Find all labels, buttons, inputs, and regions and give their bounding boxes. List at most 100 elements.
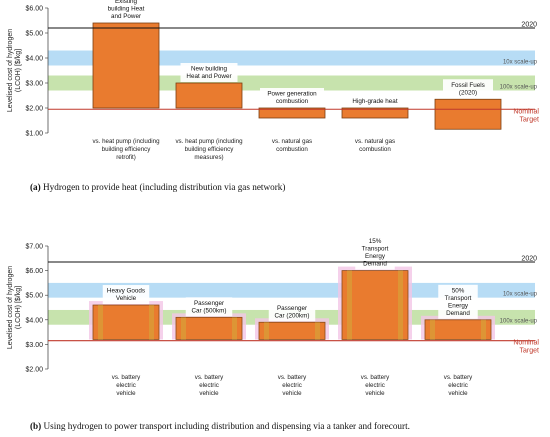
bar-label-box [268, 302, 316, 322]
category-label: combustion [359, 146, 391, 153]
band-label: 100x scale-up [500, 85, 538, 91]
bar-label: Passenger [277, 305, 307, 312]
bar-label: Energy [448, 302, 469, 309]
bar-label-box [443, 79, 493, 99]
reference-label: Target [520, 348, 540, 355]
category-label: vehicle [199, 390, 219, 397]
bar-stripe [430, 319, 435, 340]
bar-label-box [185, 297, 233, 317]
category-label: electric [199, 382, 219, 389]
y-tick-label: $2.00 [25, 106, 43, 113]
reference-label: Target [520, 116, 540, 123]
bar-stripe [315, 322, 320, 340]
bar-label: Power generation [267, 91, 317, 98]
bar-label: Car (200km) [275, 312, 310, 319]
reference-label: 2020 [521, 255, 537, 262]
bar [92, 304, 160, 340]
category-label: vs. natural gas [272, 138, 312, 145]
chart-panel-b: 10x scale-up 100x scale-up $2.00 $3.00 $4.00… [7, 235, 540, 431]
bar-label-box [180, 63, 238, 82]
bar [258, 321, 326, 340]
y-tick-label: $4.00 [25, 317, 43, 324]
bar-label: Car (500km) [192, 307, 227, 314]
bar-label: High-grade heat [352, 98, 397, 105]
bar-label: Passenger [194, 300, 224, 307]
chart-panel-a: 10x scale-up 100x scale-up $1.00 $2.00 $3.00… [7, 0, 539, 192]
category-label: electric [448, 382, 468, 389]
category-label: vs. battery [195, 374, 224, 381]
reference-label: Nominal [513, 108, 539, 115]
category-label: vehicle [448, 390, 468, 397]
category-label: combustion [276, 146, 308, 153]
y-tick-label: $7.00 [25, 244, 43, 251]
bar [175, 316, 243, 340]
bar-stripe [232, 317, 237, 340]
caption-tag: (a) [30, 182, 43, 192]
caption-tag: (b) [30, 421, 44, 431]
y-tick-label: $3.00 [25, 342, 43, 349]
bar-label: Demand [446, 310, 470, 317]
bar-label: combustion [276, 98, 309, 105]
category-label: measures) [194, 154, 223, 161]
caption-text: Using hydrogen to power transport includ… [44, 421, 410, 431]
y-axis-label: Levelised cost of hydrogen [7, 29, 14, 112]
bar [92, 22, 160, 109]
bar [258, 107, 326, 119]
category-label: vs. heat pump (including [92, 138, 160, 145]
bar-label: Existing [115, 0, 138, 5]
y-axis-label: Levelised cost of hydrogen [7, 266, 14, 349]
bar-label-box [102, 285, 150, 305]
reference-label: 2020 [521, 22, 537, 29]
category-label: vs. battery [361, 374, 390, 381]
y-tick-label: $1.00 [25, 131, 43, 138]
caption-text: Hydrogen to provide heat (including dist… [43, 182, 285, 192]
scale-band [48, 282, 535, 298]
y-tick-label: $4.00 [25, 56, 43, 63]
bar-stripe [264, 322, 269, 340]
band-label: 10x scale-up [503, 292, 538, 298]
category-label: vs. heat pump (including [175, 138, 243, 145]
category-label: retrofit) [116, 154, 136, 161]
bar-stripe [149, 305, 154, 340]
bar-label-box [260, 88, 324, 107]
y-tick-label: $2.00 [25, 367, 43, 374]
bar-label: Energy [365, 253, 386, 260]
category-label: vehicle [365, 390, 385, 397]
bar [434, 98, 502, 130]
bar-label: Heavy Goods [107, 288, 145, 295]
figure-caption: (b) Using hydrogen to power transport in… [30, 421, 410, 431]
category-label: vs. battery [444, 374, 473, 381]
y-tick-label: $6.00 [25, 268, 43, 275]
bar-label-box [344, 95, 406, 107]
reference-label: Nominal [513, 340, 539, 347]
bar-label: building Heat [108, 6, 145, 13]
bar-stripe [181, 317, 186, 340]
category-label: electric [116, 382, 136, 389]
bar-label: Transport [362, 246, 389, 253]
bar-stripe [481, 319, 486, 340]
category-label: vs. battery [278, 374, 307, 381]
category-label: vehicle [116, 390, 136, 397]
scale-band [48, 75, 535, 91]
y-tick-label: $6.00 [25, 6, 43, 13]
bar-label: New building [191, 66, 228, 73]
y-tick-label: $5.00 [25, 31, 43, 38]
band-label: 100x scale-up [500, 319, 538, 325]
bar-label: Demand [363, 261, 387, 268]
bar [424, 319, 492, 340]
category-label: vs. natural gas [355, 138, 395, 145]
bar-label-box [355, 235, 395, 270]
y-tick-label: $3.00 [25, 81, 43, 88]
bar-label: Heat and Power [186, 73, 231, 80]
bar-label: Transport [445, 295, 472, 302]
bar-stripe [398, 270, 403, 340]
y-axis-label: (LCOH) [$/kg] [15, 286, 22, 329]
bar-label: Vehicle [116, 295, 137, 302]
bar-label: and Power [111, 13, 141, 20]
y-tick-label: $5.00 [25, 293, 43, 300]
bar-stripe [98, 305, 103, 340]
category-label: electric [365, 382, 385, 389]
bar-label: (2020) [459, 89, 477, 96]
category-label: building efficiency [102, 146, 152, 153]
